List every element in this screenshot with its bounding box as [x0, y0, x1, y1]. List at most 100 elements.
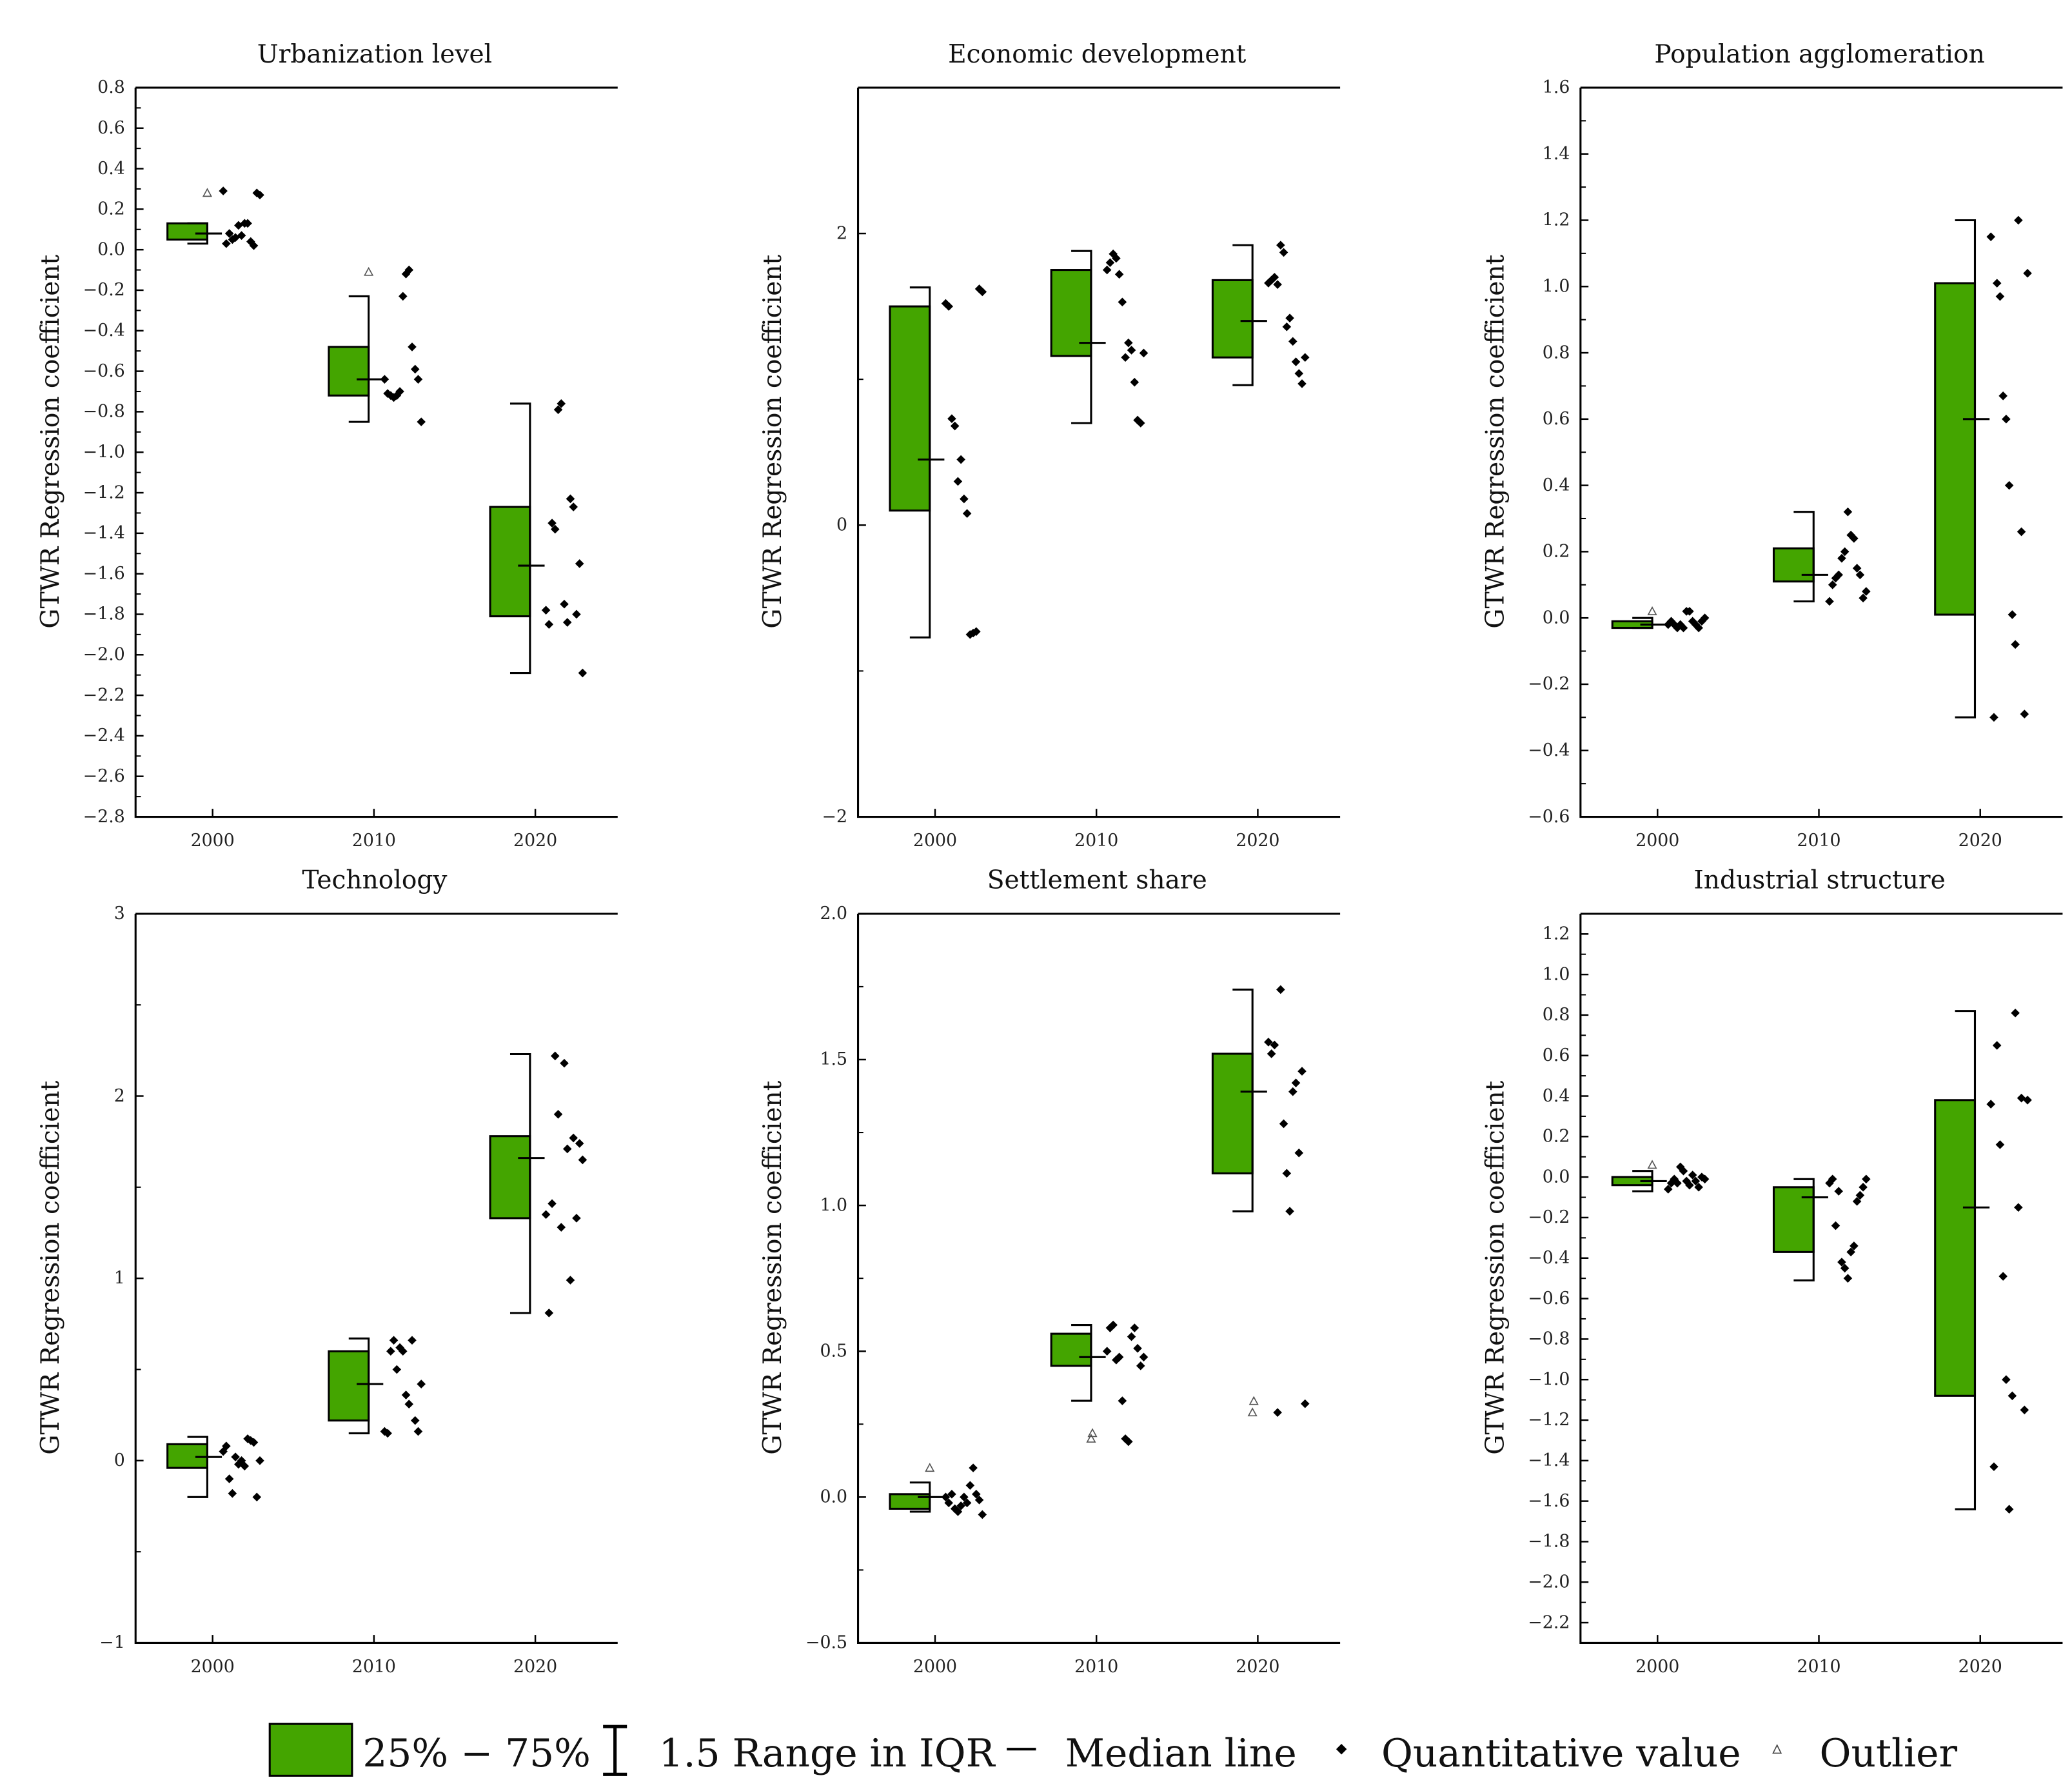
data-point	[1837, 553, 1846, 563]
data-point	[548, 519, 557, 528]
data-point	[219, 186, 228, 195]
data-point	[1288, 1087, 1297, 1096]
data-point	[1136, 419, 1145, 428]
data-point	[541, 606, 551, 615]
iqr-box	[1772, 547, 1815, 583]
data-point	[1989, 713, 1998, 722]
data-point	[1679, 623, 1688, 633]
chart-panel: Population agglomeration GTWR Regression …	[1481, 40, 2063, 851]
legend-median-label: Median line	[1065, 1732, 1297, 1776]
y-tick-label: −2.6	[83, 766, 125, 786]
y-tick-label: 0.0	[1543, 1167, 1570, 1187]
whisker	[509, 1053, 531, 1314]
data-point	[389, 1336, 399, 1345]
data-point	[972, 627, 981, 637]
y-tick-label: −1.0	[83, 442, 125, 462]
data-point	[1270, 1040, 1279, 1050]
x-tick-label: 2000	[191, 1657, 235, 1677]
data-point	[2023, 1095, 2032, 1105]
data-point	[2014, 215, 2023, 225]
data-point	[944, 302, 953, 311]
legend: 25% − 75% 1.5 Range in IQR Median line Q…	[268, 1723, 1957, 1777]
y-tick-label: 1.2	[1543, 924, 1570, 944]
data-point	[956, 455, 965, 464]
data-point	[560, 599, 569, 609]
chart-title: Industrial structure	[1693, 866, 1945, 895]
data-point	[575, 559, 584, 568]
data-point	[1282, 1169, 1292, 1178]
data-point	[1834, 1187, 1843, 1196]
data-point	[972, 1490, 981, 1499]
y-tick-label: 2	[836, 223, 847, 243]
y-tick-label: 1.4	[1543, 144, 1570, 164]
data-point	[969, 1463, 978, 1472]
data-point	[243, 1434, 252, 1443]
y-tick-label: 0.6	[1543, 409, 1570, 429]
whisker	[1793, 1178, 1815, 1281]
data-point	[1828, 580, 1837, 589]
y-tick-label: 1.0	[1543, 964, 1570, 984]
data-point	[1118, 297, 1127, 307]
data-point	[2002, 1375, 2011, 1384]
whisker	[1232, 244, 1254, 386]
x-tick-label: 2000	[1635, 831, 1679, 851]
data-point	[566, 494, 575, 504]
data-point	[956, 1501, 965, 1510]
iqr-box	[1934, 1099, 1977, 1397]
data-point	[1291, 357, 1301, 366]
data-point	[569, 502, 578, 511]
data-point	[1859, 593, 1868, 603]
iqr-box	[328, 346, 370, 397]
data-point	[1282, 322, 1292, 331]
chart-title: Population agglomeration	[1654, 40, 1984, 69]
data-point	[969, 628, 978, 638]
diamond-point-icon	[1336, 1743, 1347, 1755]
data-point	[1852, 564, 1862, 573]
data-point	[572, 609, 581, 619]
y-tick-label: 0.8	[1543, 1005, 1570, 1025]
data-point	[404, 1399, 414, 1408]
y-tick-label: −0.2	[1528, 1207, 1570, 1227]
iqr-box	[489, 506, 531, 618]
data-point	[1834, 570, 1843, 580]
y-tick-label: 0.2	[1543, 1127, 1570, 1147]
data-point	[1992, 279, 2002, 288]
data-point	[557, 1223, 566, 1232]
data-point	[386, 1347, 395, 1356]
y-tick-label: −2.0	[1528, 1572, 1570, 1592]
axis-frame	[134, 86, 618, 818]
data-point	[408, 1336, 417, 1345]
y-tick-label: −1.8	[1528, 1532, 1570, 1552]
x-tick-label: 2000	[1635, 1657, 1679, 1677]
y-tick-label: 0.0	[820, 1487, 847, 1507]
data-point	[1285, 1207, 1294, 1216]
axis-frame	[856, 913, 1341, 1645]
data-point	[2014, 1203, 2023, 1212]
y-tick-label: 0.4	[97, 159, 125, 179]
y-tick-label: 0.0	[97, 239, 125, 259]
data-point	[1685, 607, 1694, 616]
data-point	[1840, 1263, 1850, 1273]
data-point	[2004, 480, 2014, 490]
data-point	[2023, 268, 2032, 278]
outlier-point	[1248, 1396, 1259, 1405]
outlier-point	[1247, 1407, 1258, 1417]
data-point	[1270, 273, 1279, 282]
y-tick-label: −1.0	[1528, 1369, 1570, 1389]
y-axis-label: GTWR Regression coefficient	[36, 1080, 65, 1454]
data-point	[1114, 270, 1124, 279]
data-point	[1133, 1343, 1142, 1353]
y-tick-label: 0	[114, 1450, 125, 1470]
data-point	[1300, 1399, 1310, 1408]
data-point	[562, 1144, 572, 1154]
y-tick-label: −1.2	[83, 482, 125, 502]
data-point	[2020, 1405, 2029, 1415]
legend-point-label: Quantitative value	[1381, 1732, 1741, 1776]
data-point	[1843, 1274, 1853, 1283]
y-tick-label: −1.4	[1528, 1450, 1570, 1470]
data-point	[1691, 1176, 1701, 1186]
data-point	[575, 1139, 584, 1148]
data-point	[237, 1456, 246, 1465]
data-point	[1837, 1258, 1846, 1267]
data-point	[1995, 292, 2005, 301]
